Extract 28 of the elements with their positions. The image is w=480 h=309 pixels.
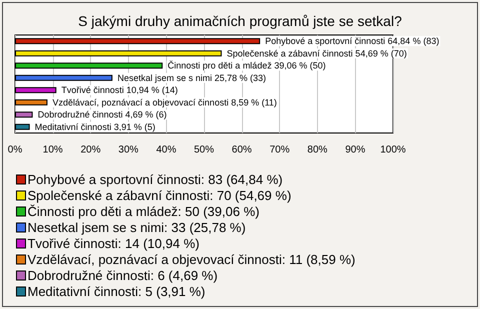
data-label: Nesetkal jsem se s nimi 25,78 % (33) — [117, 72, 266, 83]
data-label: Dobrodružné činnosti 4,69 % (6) — [38, 110, 167, 120]
legend-label: Vzdělávací, poznávací a objevovací činnosti: 11 (8,59 %) — [28, 252, 356, 267]
chart-title: S jakými druhy animačních programů jste se setkal? — [78, 13, 402, 29]
x-tick-label: 0% — [8, 144, 22, 156]
x-tick-label: 90% — [345, 144, 366, 156]
x-tick-label: 70% — [270, 144, 290, 156]
x-tick-label: 80% — [307, 144, 328, 156]
data-label: Meditativní činnosti 3,91 % (5) — [34, 122, 156, 132]
legend-label: Pohybové a sportovní činnosti: 83 (64,84 %) — [28, 172, 283, 187]
x-tick-label: 60% — [232, 144, 252, 156]
legend-label: Činnosti pro děti a mládež: 50 (39,06 %) — [28, 204, 260, 219]
x-tick-label: 10% — [42, 144, 63, 156]
data-label: Činnosti pro děti a mládež 39,06 % (50) — [168, 60, 326, 71]
x-tick-label: 20% — [80, 144, 101, 156]
data-label: Tvořivé činnosti 10,94 % (14) — [61, 85, 178, 96]
legend-label: Dobrodružné činnosti: 6 (4,69 %) — [28, 268, 218, 283]
data-label: Společenské a zábavní činnosti 54,69 % (70) — [226, 48, 407, 58]
legend-label: Nesetkal jsem se s nimi: 33 (25,78 %) — [28, 220, 246, 235]
data-label: Vzdělávací, poznávací a objevovací činnosti 8,59 % (11) — [52, 97, 277, 108]
legend-label: Tvořivé činnosti: 14 (10,94 %) — [28, 236, 200, 251]
data-label: Pohybové a sportovní činnosti 64,84 % (83) — [265, 36, 440, 46]
x-tick-label: 50% — [194, 144, 214, 156]
x-tick-label: 100% — [380, 144, 406, 156]
x-tick-label: 30% — [118, 144, 139, 156]
legend-label: Společenské a zábavní činnosti: 70 (54,69 %) — [28, 188, 292, 203]
x-tick-label: 40% — [156, 144, 176, 156]
legend-label: Meditativní činnosti: 5 (3,91 %) — [28, 284, 206, 299]
